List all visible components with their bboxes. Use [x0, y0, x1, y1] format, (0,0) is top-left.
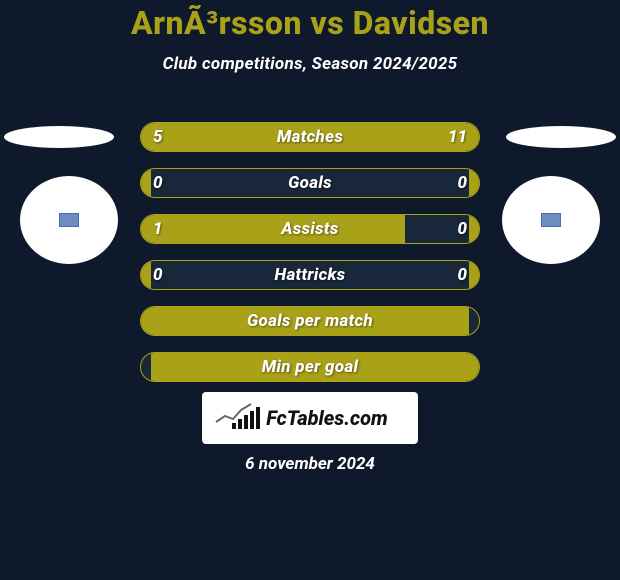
bar-value-left: 1 — [153, 219, 163, 239]
bar-row: 0 Goals 0 — [140, 168, 480, 198]
bar-value-right: 11 — [448, 127, 467, 147]
bar-value-right: 0 — [457, 173, 467, 193]
bar-category: Assists — [281, 219, 338, 239]
bar-row: Goals per match — [140, 306, 480, 336]
bar-fill-right — [469, 261, 479, 289]
bar-row: 0 Hattricks 0 — [140, 260, 480, 290]
bar-fill-left — [141, 261, 151, 289]
bar-fill-right — [469, 215, 479, 243]
flag-icon — [541, 213, 561, 227]
date-label: 6 november 2024 — [245, 454, 375, 474]
bar-row: Min per goal — [140, 352, 480, 382]
bars-area: 5 Matches 11 0 Goals 0 1 Assists 0 0 Hat… — [140, 122, 480, 398]
fctables-logo: FcTables.com — [202, 392, 418, 444]
bar-category: Goals per match — [247, 311, 373, 331]
comparison-infographic: ArnÃ³rsson vs Davidsen Club competitions… — [0, 0, 620, 580]
subtitle: Club competitions, Season 2024/2025 — [0, 54, 620, 74]
bar-fill-right — [469, 169, 479, 197]
player-ellipse-right — [506, 126, 616, 148]
bar-category: Matches — [277, 127, 343, 147]
bar-value-left: 0 — [153, 173, 163, 193]
logo-bars-icon — [232, 407, 260, 429]
bar-category: Hattricks — [275, 265, 346, 285]
bar-row: 1 Assists 0 — [140, 214, 480, 244]
flag-icon — [59, 213, 79, 227]
logo-text: FcTables.com — [266, 406, 388, 430]
bar-fill-left — [141, 169, 151, 197]
bar-fill-right — [236, 123, 479, 151]
bar-value-right: 0 — [457, 219, 467, 239]
bar-value-left: 0 — [153, 265, 163, 285]
player-ellipse-left — [4, 126, 114, 148]
player-badge-left — [20, 176, 118, 264]
bar-category: Min per goal — [262, 357, 359, 377]
player-badge-right — [502, 176, 600, 264]
bar-row: 5 Matches 11 — [140, 122, 480, 152]
bar-category: Goals — [288, 173, 332, 193]
page-title: ArnÃ³rsson vs Davidsen — [0, 0, 620, 42]
bar-value-left: 5 — [153, 127, 163, 147]
bar-value-right: 0 — [457, 265, 467, 285]
bar-fill-left — [141, 215, 405, 243]
